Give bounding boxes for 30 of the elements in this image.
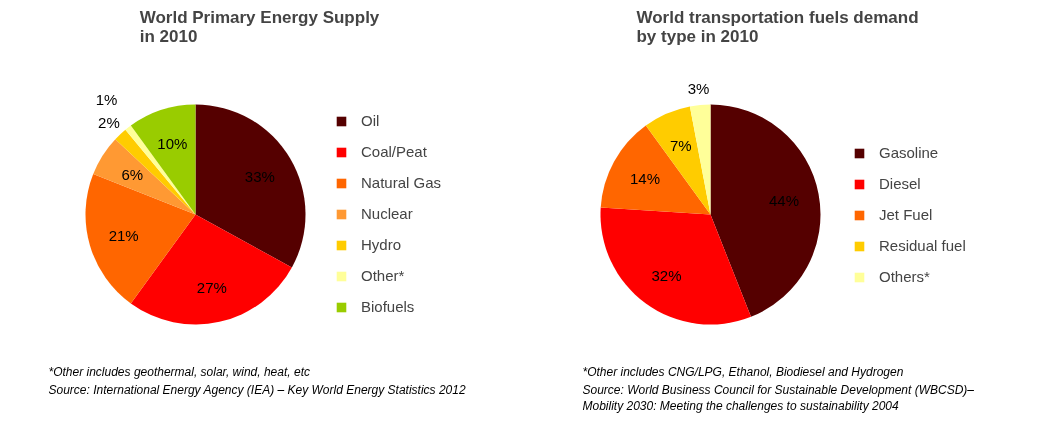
legend-label: Jet Fuel [879, 206, 933, 223]
chart-title: World transportation fuels demand by type in 2010 [636, 7, 919, 46]
data-label: 33% [244, 167, 275, 185]
chart-title: World Primary Energy Supply in 2010 [139, 7, 380, 46]
data-label: 10% [157, 134, 188, 152]
source-note: Source: International Energy Agency (IEA) – Key World Energy Statistics 2012 [48, 382, 466, 397]
data-label: 14% [629, 169, 660, 187]
legend-label: Hydro [361, 236, 402, 253]
text: *Other includes geothermal, solar, wind, heat, etc [48, 364, 310, 379]
legend-label: Gasoline [879, 144, 939, 161]
data-label: 32% [651, 266, 682, 284]
data-label: 1% [95, 91, 118, 109]
legend-label: Oil [361, 112, 381, 129]
legend-label: Residual fuel [879, 237, 966, 254]
legend-label: Others* [879, 268, 930, 285]
source-note: Source: World Business Council for Sustainable Development (WBCSD)– Mobility 2030: Meeting the challenges to sustainability 2004 [582, 382, 975, 414]
legend-label: Nuclear [361, 205, 413, 222]
legend-label: Biofuels [361, 298, 415, 315]
data-label: 2% [98, 113, 120, 131]
legend-label: Diesel [879, 175, 921, 192]
data-label: 44% [768, 191, 799, 209]
text: *Other includes CNG/LPG, Ethanol, Biodiesel and Hydrogen [582, 364, 904, 379]
data-label: 3% [687, 80, 710, 98]
data-label: 7% [669, 137, 692, 155]
legend-label: Other* [361, 267, 405, 284]
legend-label: Natural Gas [361, 174, 442, 191]
legend-label: Coal/Peat [361, 143, 427, 160]
data-label: 27% [196, 279, 227, 296]
data-label: 6% [121, 165, 144, 183]
data-label: 21% [108, 226, 139, 244]
